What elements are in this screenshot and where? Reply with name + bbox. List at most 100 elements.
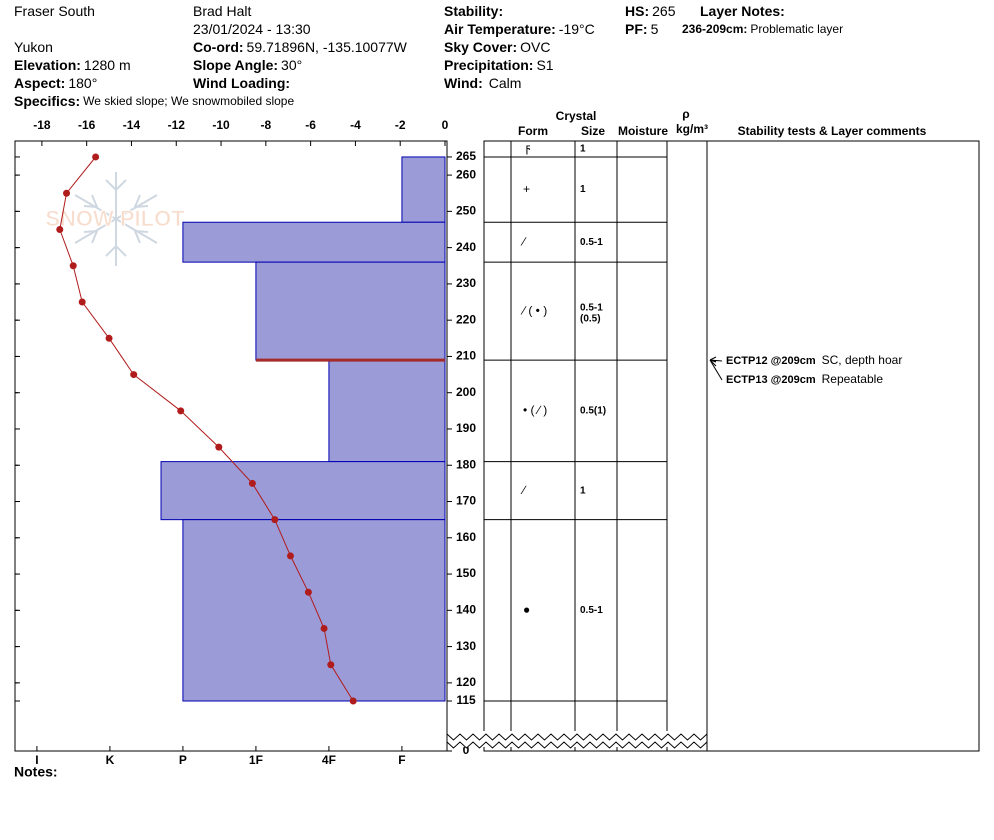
field-value: 30°: [281, 57, 302, 73]
temperature-point: [69, 262, 77, 270]
hardness-tick-label: I: [35, 753, 38, 767]
field-value: Calm: [489, 75, 522, 91]
height-tick-label: 200: [456, 385, 476, 399]
field-label: PF:: [625, 21, 648, 37]
test-arrow: [709, 359, 723, 381]
header-field: Fraser South: [14, 3, 95, 19]
height-tick-label: 260: [456, 167, 476, 181]
hardness-bar: [255, 261, 446, 361]
crystal-form: ∕: [520, 483, 527, 497]
header-field: PF: 5: [625, 21, 659, 37]
hardness-tick-label: 1F: [249, 753, 263, 767]
watermark-text: SNOW PILOT: [45, 206, 185, 231]
header-form: Form: [518, 124, 548, 138]
header-size: Size: [581, 124, 605, 138]
field-value: 5: [651, 21, 659, 37]
height-tick-label: 190: [456, 421, 476, 435]
field-label: Layer Notes:: [700, 3, 785, 19]
field-label: Stability:: [444, 3, 503, 19]
field-value: 23/01/2024 - 13:30: [193, 21, 311, 37]
temperature-point: [130, 371, 138, 379]
field-label: 236-209cm:: [682, 22, 747, 36]
crystal-size: 1: [580, 485, 586, 496]
temperature-point: [349, 697, 357, 705]
field-value: 59.71896N, -135.10077W: [247, 39, 408, 55]
header-field: Layer Notes:: [700, 3, 785, 19]
test-comment: SC, depth hoar: [822, 353, 903, 367]
hardness-tick-label: P: [179, 753, 187, 767]
height-tick-label: 120: [456, 675, 476, 689]
field-label: Specifics:: [14, 93, 80, 109]
height-tick-label: 130: [456, 639, 476, 653]
stability-test: ECTP12 @209cm SC, depth hoar: [726, 353, 902, 367]
crystal-size-note: (0.5): [580, 314, 601, 325]
height-tick-label: 265: [456, 149, 476, 163]
crystal-form: • ( ∕ ): [523, 403, 547, 417]
height-tick-label: 115: [456, 693, 476, 707]
temperature-point: [56, 225, 64, 233]
header-field: Wind: Calm: [444, 75, 521, 91]
field-value: Yukon: [14, 39, 53, 55]
temperature-point: [177, 407, 185, 415]
temp-tick-label: -16: [78, 118, 96, 132]
field-value: We skied slope; We snowmobiled slope: [83, 94, 294, 108]
test-name: ECTP13 @209cm: [726, 374, 816, 386]
header-field: Air Temperature: -19°C: [444, 21, 595, 37]
field-value: 1280 m: [84, 57, 131, 73]
header-crystal: Crystal: [556, 109, 597, 123]
temperature-point: [215, 443, 223, 451]
height-tick-label: 180: [456, 457, 476, 471]
axis-break: [446, 741, 708, 749]
temp-tick-label: -6: [305, 118, 316, 132]
crystal-form: ∕: [520, 234, 527, 248]
crystal-size: 0.5-1: [580, 237, 603, 248]
temperature-point: [92, 153, 100, 161]
crystal-form: +: [523, 182, 530, 196]
hardness-tick-label: F: [398, 753, 405, 767]
temp-tick-label: -8: [260, 118, 271, 132]
field-value: Problematic layer: [750, 22, 843, 36]
table-frame: [483, 140, 980, 752]
header-field: Yukon: [14, 39, 53, 55]
field-label: Wind Loading:: [193, 75, 290, 91]
test-arrowhead: [709, 359, 717, 367]
header-field: Wind Loading:: [193, 75, 290, 91]
temperature-point: [63, 189, 71, 197]
snowflake: [74, 172, 158, 266]
height-tick-label: 0: [463, 743, 470, 757]
notes-label: Notes:: [14, 764, 58, 780]
header-field: Brad Halt: [193, 3, 251, 19]
height-tick-label: 230: [456, 276, 476, 290]
temp-tick-label: -2: [395, 118, 406, 132]
temperature-line: [59, 156, 354, 702]
height-tick-label: 170: [456, 494, 476, 508]
temp-tick-label: -4: [350, 118, 361, 132]
surface-size: 1: [580, 144, 586, 155]
header-field: Slope Angle: 30°: [193, 57, 302, 73]
axis-break: [446, 733, 708, 741]
header-density-unit: kg/m³: [676, 122, 708, 136]
field-value: Fraser South: [14, 3, 95, 19]
temperature-point: [248, 479, 256, 487]
hardness-bar: [160, 461, 446, 521]
field-label: Elevation:: [14, 57, 81, 73]
crystal-size: 0.5(1): [580, 405, 606, 416]
test-comment: Repeatable: [822, 372, 884, 386]
field-value: OVC: [520, 39, 550, 55]
height-tick-label: 150: [456, 566, 476, 580]
hardness-bar: [401, 156, 446, 223]
crystal-size: 0.5-1: [580, 303, 603, 314]
header-field: Stability:: [444, 3, 503, 19]
field-label: Slope Angle:: [193, 57, 278, 73]
field-value: S1: [536, 57, 553, 73]
temp-tick-label: -18: [33, 118, 51, 132]
temperature-point: [78, 298, 86, 306]
temperature-point: [105, 334, 113, 342]
field-label: HS:: [625, 3, 649, 19]
height-tick-label: 240: [456, 240, 476, 254]
temp-tick-label: -14: [123, 118, 141, 132]
temp-tick-label: -10: [212, 118, 230, 132]
field-label: Air Temperature:: [444, 21, 556, 37]
